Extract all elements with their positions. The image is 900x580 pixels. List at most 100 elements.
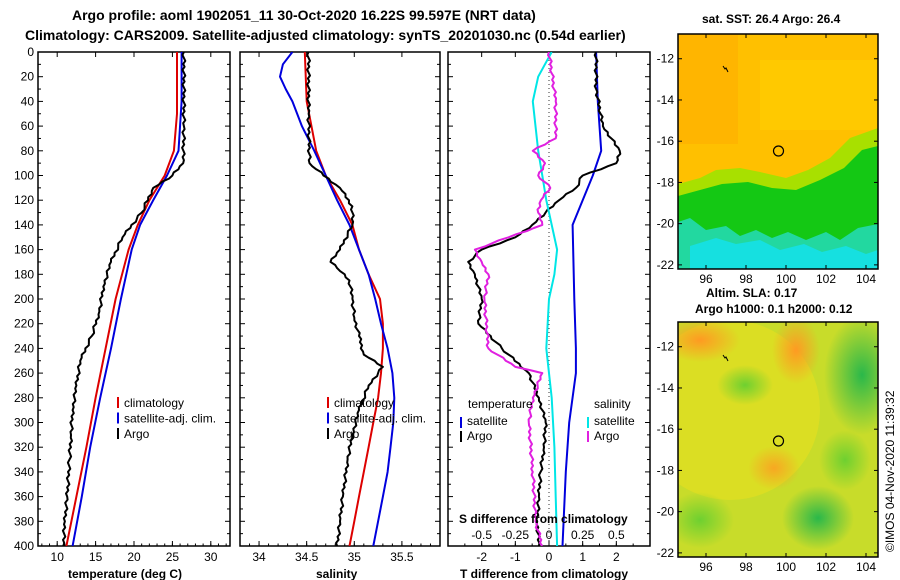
x-tick-label: 30 bbox=[204, 550, 218, 564]
salinity-xlabel: salinity bbox=[316, 567, 358, 580]
legend-label: climatology bbox=[124, 396, 184, 410]
series-s-argo bbox=[473, 52, 559, 546]
salinity-panel bbox=[239, 51, 441, 547]
y-tick-label: 280 bbox=[14, 391, 34, 405]
map-x-tick-label: 100 bbox=[776, 560, 796, 574]
legend-label: Argo bbox=[334, 427, 360, 441]
altim-green-south bbox=[782, 486, 854, 550]
map-x-tick-label: 100 bbox=[776, 272, 796, 286]
x-tick-label: -1 bbox=[510, 550, 521, 564]
legend-t-argo: Argo bbox=[467, 429, 493, 443]
altimetry-map bbox=[678, 322, 878, 557]
legend-label: satellite-adj. clim. bbox=[124, 412, 216, 426]
y-tick-label: 80 bbox=[21, 144, 35, 158]
sst-map bbox=[678, 34, 878, 269]
difference-legend: temperature salinity satellite Argo sate… bbox=[460, 397, 635, 443]
altim-island bbox=[722, 354, 729, 362]
altim-argo-marker bbox=[772, 435, 785, 447]
series-climatology bbox=[65, 52, 178, 546]
x2-tick-label: -0.25 bbox=[502, 528, 530, 542]
altim-map-axis: 96 98 100 102 104 -12 -14 -16 -18 -20 -22 bbox=[657, 322, 878, 574]
map-y-tick-label: -16 bbox=[657, 422, 675, 436]
map-y-tick-label: -18 bbox=[657, 175, 675, 189]
x-tick-label: 0 bbox=[546, 550, 553, 564]
map-x-tick-label: 98 bbox=[739, 272, 753, 286]
sst-island bbox=[722, 65, 729, 73]
y-tick-label: 160 bbox=[14, 243, 34, 257]
figure-title-line1: Argo profile: aoml 1902051_11 30-Oct-202… bbox=[72, 7, 536, 23]
y-tick-label: 240 bbox=[14, 341, 34, 355]
altim-orange-c bbox=[748, 446, 800, 490]
map-y-tick-label: -22 bbox=[657, 258, 675, 272]
series-s-satellite bbox=[531, 52, 559, 546]
difference-series bbox=[467, 52, 622, 546]
y-tick-label: 220 bbox=[14, 317, 34, 331]
difference-xlabel: T difference from climatology bbox=[460, 567, 628, 580]
map-y-tick-label: -12 bbox=[657, 340, 675, 354]
difference-axis: -2 -1 0 1 2 -0.5 -0.25 0 0.25 0.5 bbox=[447, 51, 651, 564]
legend-label: satellite-adj. clim. bbox=[334, 412, 426, 426]
x-tick-label: 20 bbox=[127, 550, 141, 564]
series-satellite-adj-clim- bbox=[71, 52, 183, 546]
salinity-series bbox=[279, 52, 396, 546]
x-tick-label: 34.5 bbox=[295, 550, 319, 564]
x-tick-label: -2 bbox=[476, 550, 487, 564]
map-y-tick-label: -20 bbox=[657, 505, 675, 519]
legend-s-argo: Argo bbox=[594, 429, 620, 443]
y-tick-label: 360 bbox=[14, 490, 34, 504]
series-climatology bbox=[303, 52, 384, 546]
map-x-tick-label: 102 bbox=[816, 560, 836, 574]
y-tick-label: 60 bbox=[21, 119, 35, 133]
sst-map-frame bbox=[677, 33, 879, 270]
map-x-tick-label: 98 bbox=[739, 560, 753, 574]
altim-orange-n bbox=[772, 322, 820, 384]
map-x-tick-label: 96 bbox=[699, 560, 713, 574]
sst-cyan-region bbox=[690, 238, 878, 269]
altim-orange-nw bbox=[678, 322, 740, 362]
imos-timestamp: ©IMOS 04-Nov-2020 11:39:32 bbox=[883, 390, 897, 552]
salinity-legend: climatology satellite-adj. clim.Argo bbox=[327, 396, 426, 441]
difference-x2label: S difference from climatology bbox=[459, 512, 628, 526]
y-tick-label: 140 bbox=[14, 218, 34, 232]
series-argo bbox=[61, 52, 187, 546]
y-tick-label: 260 bbox=[14, 366, 34, 380]
map-x-tick-label: 104 bbox=[856, 560, 876, 574]
legend-salinity-title: salinity bbox=[594, 397, 631, 411]
sst-warm-patch bbox=[678, 34, 738, 144]
y-tick-label: 180 bbox=[14, 267, 34, 281]
series-t-satellite bbox=[561, 52, 603, 546]
sst-argo-marker bbox=[772, 145, 785, 157]
y-tick-label: 20 bbox=[21, 70, 35, 84]
map-y-tick-label: -18 bbox=[657, 463, 675, 477]
map-y-tick-label: -14 bbox=[657, 93, 675, 107]
altim-map-title1: Altim. SLA: 0.17 bbox=[706, 286, 798, 300]
altim-map-frame bbox=[677, 321, 879, 558]
sst-map-axis: 96 98 100 102 104 -12 -14 -16 -18 -20 -22 bbox=[657, 34, 878, 286]
x-tick-label: 10 bbox=[51, 550, 65, 564]
x2-tick-label: 0.25 bbox=[571, 528, 595, 542]
x-tick-label: 2 bbox=[613, 550, 620, 564]
map-y-tick-label: -14 bbox=[657, 381, 675, 395]
series-argo bbox=[306, 52, 384, 546]
figure-title-line2: Climatology: CARS2009. Satellite-adjuste… bbox=[25, 27, 626, 43]
altim-lime-east bbox=[819, 430, 871, 490]
x-tick-label: 1 bbox=[579, 550, 586, 564]
map-y-tick-label: -12 bbox=[657, 52, 675, 66]
temperature-panel bbox=[37, 51, 231, 547]
x-tick-label: 35.5 bbox=[390, 550, 414, 564]
y-tick-label: 100 bbox=[14, 169, 34, 183]
y-tick-label: 400 bbox=[14, 539, 34, 553]
y-tick-label: 340 bbox=[14, 465, 34, 479]
y-tick-label: 320 bbox=[14, 440, 34, 454]
legend-temperature-title: temperature bbox=[468, 397, 533, 411]
altim-lime-sw bbox=[678, 492, 734, 548]
altim-map-title2: Argo h1000: 0.1 h2000: 0.12 bbox=[695, 302, 853, 316]
legend-label: Argo bbox=[124, 427, 150, 441]
temperature-legend: climatology satellite-adj. clim.Argo bbox=[117, 396, 216, 441]
x-tick-label: 35 bbox=[348, 550, 362, 564]
map-y-tick-label: -20 bbox=[657, 217, 675, 231]
y-tick-label: 300 bbox=[14, 416, 34, 430]
sst-yellow-patch bbox=[760, 60, 878, 130]
y-tick-label: 380 bbox=[14, 514, 34, 528]
